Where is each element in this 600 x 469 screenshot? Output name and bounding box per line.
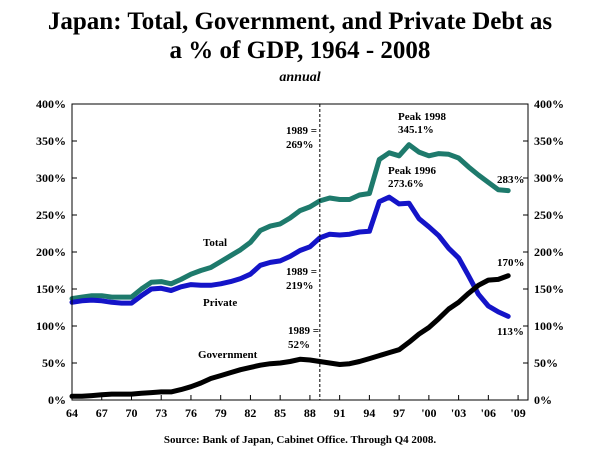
end-label-government: 170% — [497, 257, 525, 269]
series-label-total: Total — [203, 237, 227, 249]
plot-frame — [71, 103, 529, 401]
y-tick-label-left: 100% — [36, 319, 66, 333]
y-tick-label-right: 250% — [534, 208, 564, 222]
y-tick-label-right: 0% — [534, 393, 552, 407]
y-tick-label-left: 0% — [48, 393, 66, 407]
annotation-1989-total-line1: 1989 = — [286, 125, 317, 137]
annotation-1989-private-line1: 1989 = — [286, 266, 317, 278]
chart-title-line2: a % of GDP, 1964 - 2008 — [169, 37, 431, 64]
y-tick-label-left: 400% — [36, 97, 66, 111]
x-tick-label: 76 — [185, 406, 197, 420]
series-label-government: Government — [198, 349, 258, 361]
annotation-1989-government-line1: 1989 = — [288, 325, 319, 337]
y-tick-label-left: 200% — [36, 245, 66, 259]
series-line-total — [69, 142, 511, 302]
annotation-1989-government-line2: 52% — [288, 339, 310, 351]
y-tick-label-right: 300% — [534, 171, 564, 185]
x-tick-label: '06 — [481, 406, 496, 420]
source-note: Source: Bank of Japan, Cabinet Office. T… — [163, 434, 437, 446]
annotation-peak-1998-line2: 345.1% — [398, 124, 434, 136]
x-tick-label: 85 — [274, 406, 286, 420]
annotation-1989-total-line2: 269% — [286, 139, 314, 151]
x-tick-label: 79 — [215, 406, 227, 420]
x-tick-label: 91 — [334, 406, 346, 420]
y-tick-label-left: 150% — [36, 282, 66, 296]
y-tick-label-right: 200% — [534, 245, 564, 259]
x-tick-label: 64 — [66, 406, 78, 420]
x-tick-label: 73 — [155, 406, 167, 420]
y-tick-label-left: 300% — [36, 171, 66, 185]
x-tick-label: 97 — [393, 406, 405, 420]
end-label-total: 283% — [497, 174, 525, 186]
x-tick-label: 67 — [96, 406, 108, 420]
y-tick-label-right: 50% — [534, 356, 558, 370]
y-tick-label-right: 150% — [534, 282, 564, 296]
x-tick-label: 82 — [244, 406, 256, 420]
y-tick-label-right: 400% — [534, 97, 564, 111]
annotation-peak-1996-line2: 273.6% — [388, 178, 424, 190]
y-tick-label-right: 100% — [534, 319, 564, 333]
annotation-peak-1998-line1: Peak 1998 — [398, 111, 446, 123]
annotation-1989-private-line2: 219% — [286, 280, 314, 292]
end-label-private: 113% — [497, 326, 524, 338]
y-tick-label-left: 250% — [36, 208, 66, 222]
x-tick-label: '09 — [510, 406, 525, 420]
chart-subtitle: annual — [279, 70, 321, 85]
x-tick-label: '00 — [421, 406, 436, 420]
y-tick-label-left: 50% — [42, 356, 66, 370]
chart-title-line1: Japan: Total, Government, and Private De… — [47, 8, 553, 35]
y-tick-label-right: 350% — [534, 134, 564, 148]
x-tick-label: 94 — [363, 406, 375, 420]
x-tick-label: 88 — [304, 406, 316, 420]
series-line-government — [69, 273, 511, 399]
y-tick-label-left: 350% — [36, 134, 66, 148]
x-tick-label: 70 — [125, 406, 137, 420]
series-label-private: Private — [203, 297, 237, 309]
annotation-peak-1996-line1: Peak 1996 — [388, 165, 436, 177]
x-tick-label: '03 — [451, 406, 466, 420]
series-line-private — [69, 194, 511, 319]
